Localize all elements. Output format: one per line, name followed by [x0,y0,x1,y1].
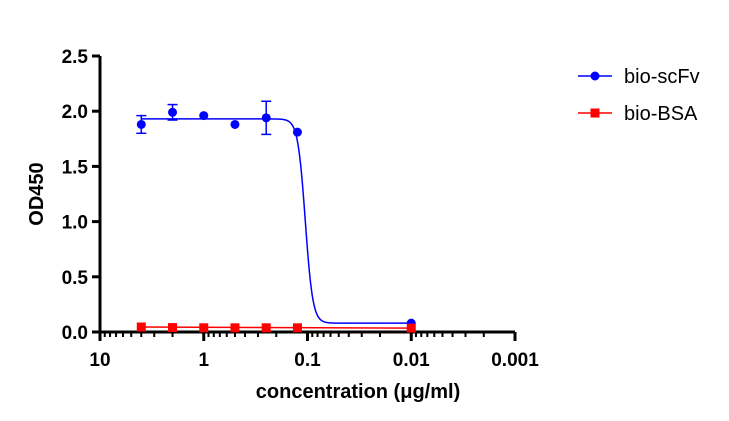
legend-label-bio-scFv: bio-scFv [624,66,700,88]
data-point-bio-BSA [168,323,178,333]
x-tick-label: 0.001 [491,350,539,371]
x-axis-ticks: 10 1 0.1 0.01 0.001 [89,332,539,371]
data-point-bio-BSA [199,323,209,333]
legend-marker-bio-BSA [590,108,600,118]
x-tick-label: 0.1 [294,350,321,371]
y-tick-label: 2.0 [62,102,88,123]
y-tick-label: 0.5 [62,268,89,289]
y-tick-label: 0.0 [62,323,88,344]
data-point-bio-BSA [230,323,240,333]
data-point-bio-scFv [230,119,240,129]
data-point-bio-BSA [136,322,146,332]
fit-curve-bio-scFv [141,118,412,324]
data-point-bio-BSA [261,323,271,333]
legend: bio-scFv bio-BSA [578,66,700,125]
x-tick-label: 0.01 [393,350,430,371]
data-point-bio-scFv [199,111,209,121]
y-tick-label: 1.5 [62,157,89,178]
data-point-bio-scFv [168,107,178,117]
y-tick-label: 1.0 [62,213,88,234]
data-point-bio-scFv [261,113,271,123]
data-point-bio-scFv [292,127,302,137]
fit-curves [141,118,412,329]
y-axis-ticks: 0.0 0.5 1.0 1.5 2.0 2.5 [62,47,100,344]
x-axis-title: concentration (μg/ml) [256,381,460,403]
legend-label-bio-BSA: bio-BSA [624,103,698,125]
x-tick-label: 10 [89,350,110,371]
data-point-bio-BSA [292,323,302,333]
y-axis-title: OD450 [26,162,48,225]
legend-marker-bio-scFv [590,71,600,81]
y-tick-label: 2.5 [62,47,89,68]
x-tick-label: 1 [198,350,209,371]
data-points [136,100,416,333]
data-point-bio-scFv [136,119,146,129]
axes [98,56,515,334]
data-point-bio-BSA [406,323,416,333]
fit-curve-bio-BSA [141,326,412,329]
